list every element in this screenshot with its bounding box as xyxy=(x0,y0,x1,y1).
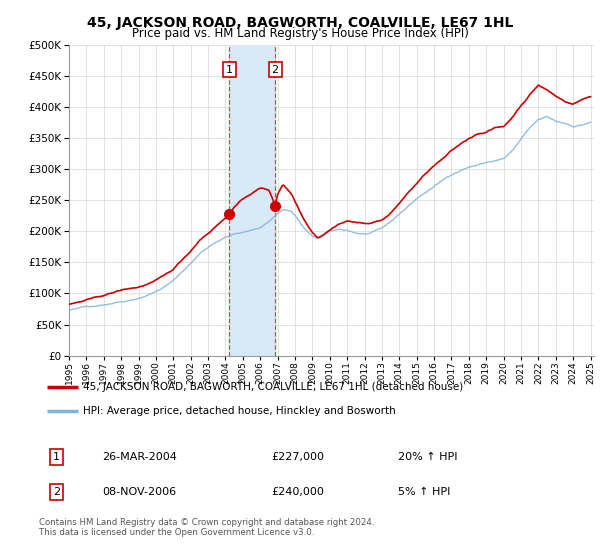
Text: 20% ↑ HPI: 20% ↑ HPI xyxy=(398,452,457,462)
Text: 2: 2 xyxy=(272,64,279,74)
Text: Price paid vs. HM Land Registry's House Price Index (HPI): Price paid vs. HM Land Registry's House … xyxy=(131,27,469,40)
Text: 2: 2 xyxy=(53,487,60,497)
Text: 45, JACKSON ROAD, BAGWORTH, COALVILLE, LE67 1HL (detached house): 45, JACKSON ROAD, BAGWORTH, COALVILLE, L… xyxy=(83,382,463,392)
Text: HPI: Average price, detached house, Hinckley and Bosworth: HPI: Average price, detached house, Hinc… xyxy=(83,406,396,416)
Text: 45, JACKSON ROAD, BAGWORTH, COALVILLE, LE67 1HL: 45, JACKSON ROAD, BAGWORTH, COALVILLE, L… xyxy=(87,16,513,30)
Text: 5% ↑ HPI: 5% ↑ HPI xyxy=(398,487,450,497)
Text: 1: 1 xyxy=(226,64,233,74)
Bar xyxy=(229,45,275,356)
Text: Contains HM Land Registry data © Crown copyright and database right 2024.
This d: Contains HM Land Registry data © Crown c… xyxy=(39,518,374,538)
Text: £240,000: £240,000 xyxy=(271,487,324,497)
Text: 08-NOV-2006: 08-NOV-2006 xyxy=(103,487,176,497)
Text: 26-MAR-2004: 26-MAR-2004 xyxy=(103,452,178,462)
Text: 1: 1 xyxy=(53,452,60,462)
Text: £227,000: £227,000 xyxy=(271,452,324,462)
